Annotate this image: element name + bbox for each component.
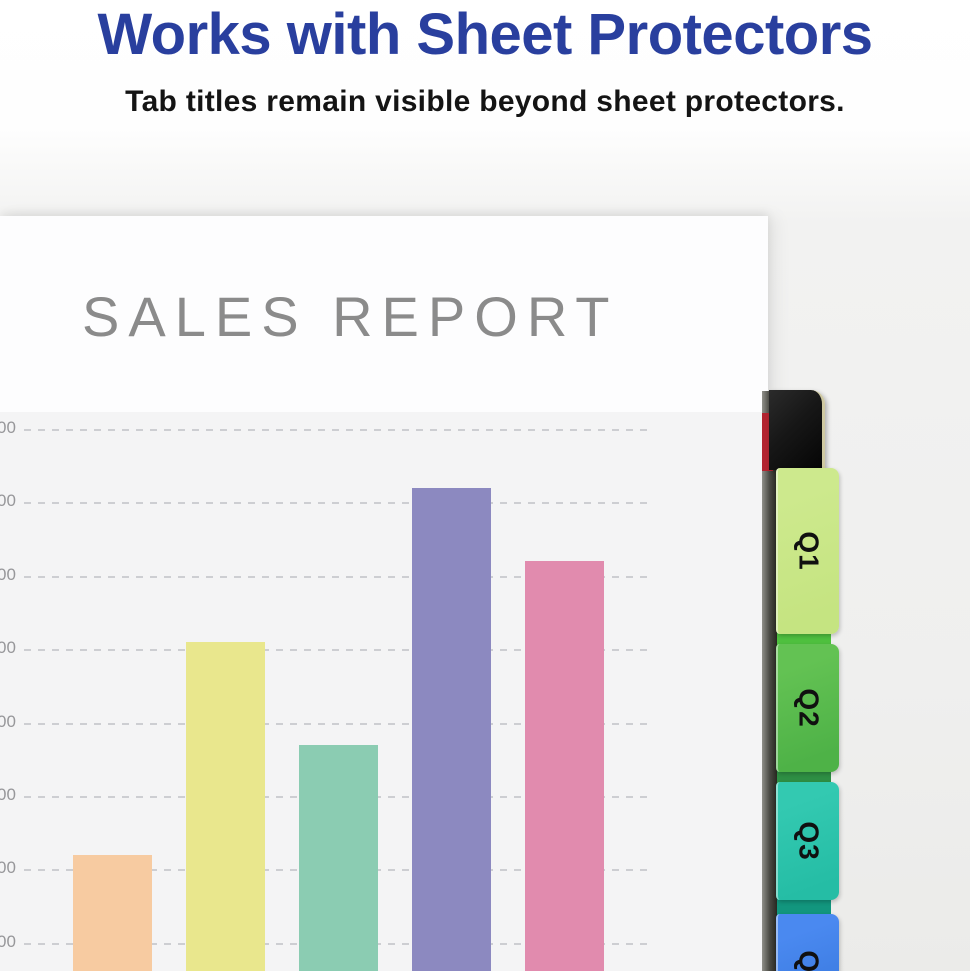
red-sheet-edge [762, 413, 773, 471]
bar [299, 744, 378, 971]
bar [73, 854, 152, 971]
tab-q3: Q3 [776, 782, 839, 900]
y-tick-label: 00 [0, 785, 16, 804]
gridline [24, 722, 648, 725]
bar [412, 487, 491, 971]
gridline [24, 429, 648, 431]
tab-q2-label: Q2 [793, 688, 825, 728]
headline: Works with Sheet Protectors [97, 2, 873, 67]
gridline [24, 502, 648, 505]
tab-q2: Q2 [776, 644, 839, 772]
document-title: SALES REPORT [82, 285, 619, 348]
binder-corner [769, 390, 825, 470]
y-tick-label: 00 [0, 564, 16, 584]
subheadline: Tab titles remain visible beyond sheet p… [125, 85, 845, 118]
y-tick-label: 00 [0, 858, 16, 878]
bar-chart: 00 00 00 00 00 00 00 00 [0, 412, 768, 971]
tab-q3-label: Q3 [793, 821, 825, 861]
tab-q4-label: Q4 [793, 950, 825, 971]
tab-q4: Q4 [776, 914, 839, 971]
y-tick-label: 00 [0, 418, 16, 437]
y-tick-label: 00 [0, 931, 16, 951]
document-page: SALES REPORT 00 00 00 00 00 00 00 00 [0, 216, 768, 971]
gridline [24, 575, 648, 578]
tab-q1: Q1 [776, 468, 839, 634]
bar [525, 561, 604, 971]
bar [186, 641, 265, 971]
gridline [24, 649, 648, 652]
y-tick-label: 00 [0, 491, 16, 511]
y-tick-label: 00 [0, 711, 16, 731]
tab-q1-label: Q1 [793, 531, 825, 571]
y-tick-label: 00 [0, 638, 16, 658]
